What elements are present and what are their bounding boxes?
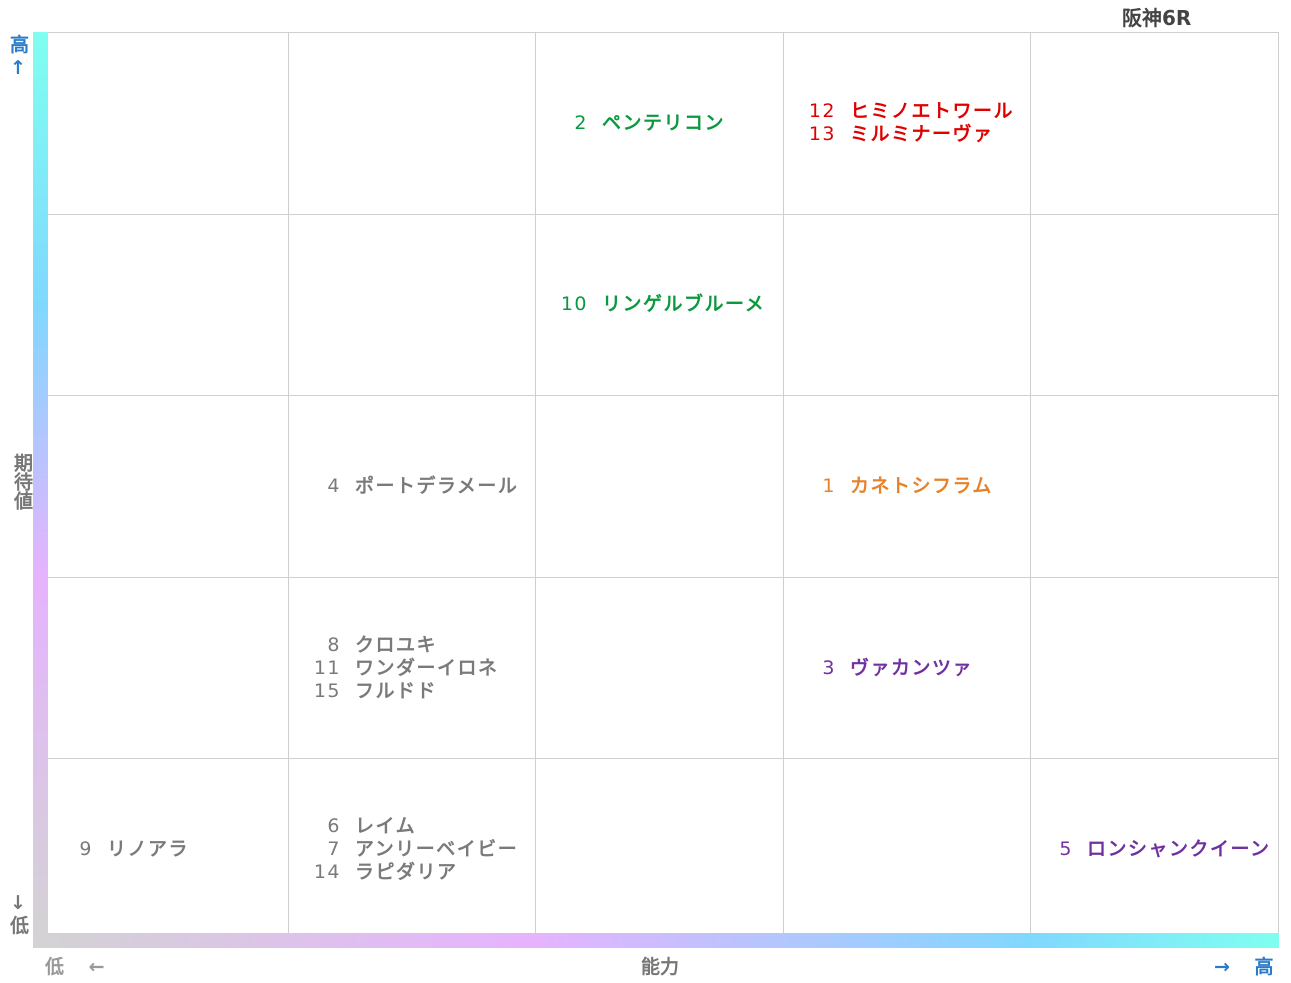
grid-cell: [536, 395, 784, 577]
grid-cell: [1031, 576, 1279, 759]
grid-cell: [784, 758, 1031, 940]
horse-number: 14: [313, 861, 341, 884]
y-low-arrow-icon: ↓: [10, 892, 26, 914]
grid-cell: 8 クロユキ 11 ワンダーイロネ 15 フルドド: [289, 576, 536, 759]
y-axis-title: 期待値: [10, 453, 33, 510]
grid-cell: [41, 576, 289, 759]
y-high-label: 高: [10, 34, 30, 56]
horse-number: 1: [822, 474, 836, 497]
horse-entry: 10 リンゲルブルーメ: [558, 293, 765, 316]
horse-entry: 4 ポートデラメール: [311, 475, 518, 498]
grid-cell: 12 ヒミノエトワール 13 ミルミナーヴァ: [784, 32, 1031, 214]
x-axis-low: 低 ←: [45, 952, 105, 979]
horse-name: ペンテリコン: [602, 111, 726, 134]
horse-entry: 13 ミルミナーヴァ: [806, 123, 1014, 146]
y-title-text: 期待値: [11, 453, 33, 510]
horse-number: 6: [327, 815, 341, 838]
horse-number: 3: [822, 656, 836, 679]
grid-cell: [41, 395, 289, 577]
horse-name: ミルミナーヴァ: [850, 123, 994, 146]
horse-name: カネトシフラム: [850, 474, 993, 497]
cell-entries: 9 リノアラ: [63, 838, 189, 861]
horse-number: 7: [327, 838, 341, 861]
horse-entry: 6 レイム: [311, 815, 518, 838]
grid-cell: 6 レイム 7 アンリーベイビー 14 ラピダリア: [289, 758, 536, 940]
matrix-grid: 2 ペンテリコン 12 ヒミノエトワール 13 ミルミナーヴァ 10 リンゲルブルーメ 4 ポート…: [41, 32, 1279, 940]
horse-entry: 5 ロンシャンクイーン: [1043, 838, 1271, 861]
horse-name: フルドド: [355, 679, 438, 702]
cell-entries: 8 クロユキ 11 ワンダーイロネ 15 フルドド: [311, 634, 499, 703]
horse-number: 15: [313, 679, 341, 702]
grid-cell: 10 リンゲルブルーメ: [536, 213, 784, 396]
cell-entries: 4 ポートデラメール: [311, 475, 518, 498]
grid-cell: [784, 213, 1031, 396]
horse-entry: 14 ラピダリア: [311, 861, 518, 884]
cell-entries: 10 リンゲルブルーメ: [558, 293, 765, 316]
x-low-arrow-icon: ←: [88, 956, 105, 978]
horse-entry: 12 ヒミノエトワール: [806, 100, 1014, 123]
horse-number: 8: [327, 633, 341, 656]
horse-number: 12: [808, 100, 836, 123]
x-low-label: 低: [45, 956, 65, 978]
y-axis-high: 高 ↑: [10, 34, 29, 80]
horse-name: アンリーベイビー: [355, 838, 519, 861]
grid-cell: 9 リノアラ: [41, 758, 289, 940]
horse-entry: 11 ワンダーイロネ: [311, 657, 499, 680]
horse-number: 13: [808, 123, 836, 146]
x-axis-bar: [33, 933, 1279, 948]
cell-entries: 1 カネトシフラム: [806, 475, 993, 498]
horse-name: リンゲルブルーメ: [602, 293, 766, 316]
horse-entry: 15 フルドド: [311, 680, 499, 703]
horse-number: 9: [79, 838, 93, 861]
horse-name: ラピダリア: [355, 861, 458, 884]
horse-entry: 9 リノアラ: [63, 838, 189, 861]
horse-name: レイム: [355, 815, 417, 838]
horse-number: 5: [1059, 838, 1073, 861]
horse-number: 11: [313, 656, 341, 679]
grid-cell: 3 ヴァカンツァ: [784, 576, 1031, 759]
cell-entries: 2 ペンテリコン: [558, 112, 725, 135]
horse-name: ヴァカンツァ: [850, 656, 974, 679]
cell-entries: 5 ロンシャンクイーン: [1043, 838, 1271, 861]
horse-name: ポートデラメール: [355, 474, 519, 497]
y-axis-low: ↓ 低: [10, 892, 29, 938]
page-title: 阪神6R: [1122, 6, 1192, 30]
horse-entry: 2 ペンテリコン: [558, 112, 725, 135]
cell-entries: 12 ヒミノエトワール 13 ミルミナーヴァ: [806, 100, 1014, 146]
horse-name: リノアラ: [107, 838, 190, 861]
grid-cell: [1031, 213, 1279, 396]
horse-entry: 8 クロユキ: [311, 634, 499, 657]
horse-entry: 7 アンリーベイビー: [311, 838, 518, 861]
grid-cell: 2 ペンテリコン: [536, 32, 784, 214]
y-axis-bar: [33, 32, 48, 940]
grid-cell: [536, 576, 784, 759]
horse-entry: 3 ヴァカンツァ: [806, 657, 973, 680]
grid-cell: [536, 758, 784, 940]
horse-number: 2: [574, 111, 588, 134]
grid-cell: 5 ロンシャンクイーン: [1031, 758, 1279, 940]
x-axis-title: 能力: [641, 956, 680, 978]
horse-name: クロユキ: [355, 633, 438, 656]
grid-cell: [1031, 32, 1279, 214]
grid-cell: [289, 213, 536, 396]
grid-cell: [1031, 395, 1279, 577]
horse-name: ロンシャンクイーン: [1087, 838, 1271, 861]
y-low-label: 低: [10, 915, 30, 937]
horse-name: ヒミノエトワール: [850, 100, 1015, 123]
horse-number: 10: [560, 293, 588, 316]
cell-entries: 3 ヴァカンツァ: [806, 657, 973, 680]
horse-number: 4: [327, 474, 341, 497]
grid-cell: [289, 32, 536, 214]
x-high-arrow-icon: →: [1214, 956, 1230, 978]
x-axis-high: → 高: [1214, 952, 1274, 979]
horse-name: ワンダーイロネ: [355, 656, 499, 679]
grid-cell: 4 ポートデラメール: [289, 395, 536, 577]
grid-cell: 1 カネトシフラム: [784, 395, 1031, 577]
y-high-arrow-icon: ↑: [10, 57, 26, 79]
horse-entry: 1 カネトシフラム: [806, 475, 993, 498]
cell-entries: 6 レイム 7 アンリーベイビー 14 ラピダリア: [311, 815, 518, 884]
x-high-label: 高: [1254, 956, 1274, 978]
grid-cell: [41, 32, 289, 214]
grid-cell: [41, 213, 289, 396]
